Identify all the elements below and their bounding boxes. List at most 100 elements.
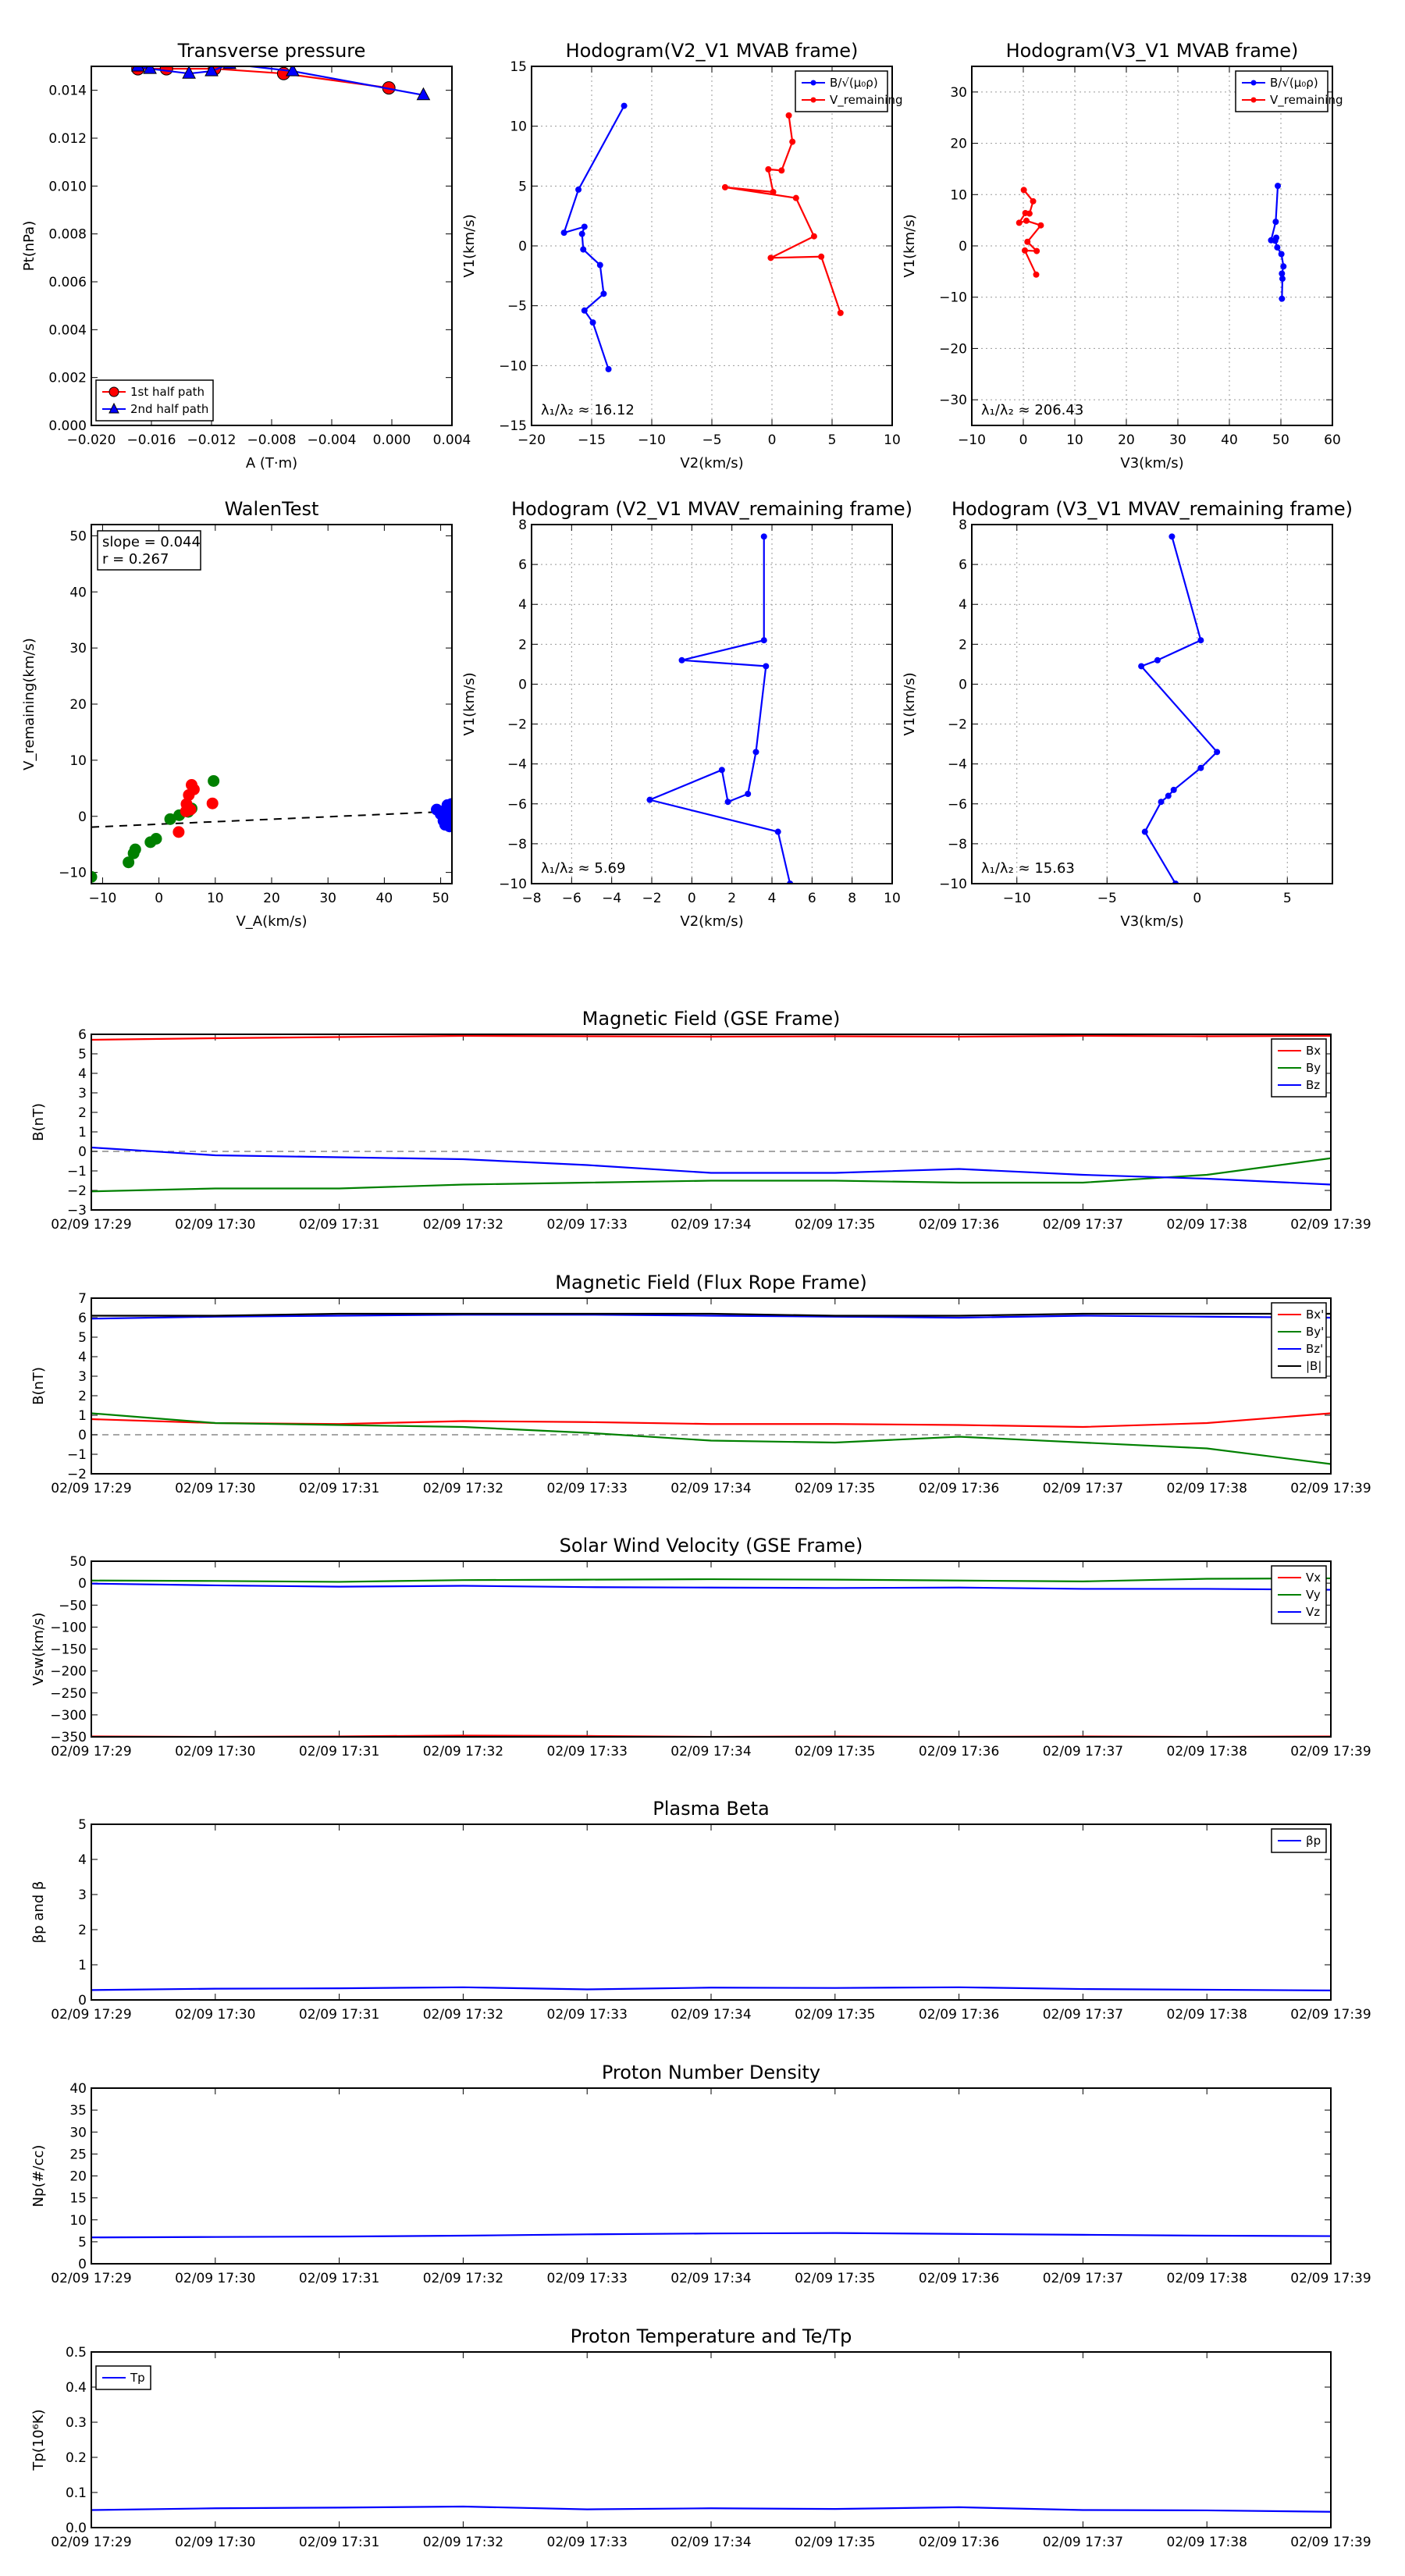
y-tick-label: 0 [518,239,527,254]
data-point [767,254,774,262]
data-point [1279,270,1286,277]
y-tick-label: 0.012 [48,131,87,147]
y-tick-label: 7 [78,1291,87,1307]
time-tick-label: 02/09 17:39 [1290,2535,1371,2550]
y-tick-label: 30 [69,2125,87,2140]
annotation-text: λ₁/λ₂ ≈ 5.69 [541,860,625,877]
y-tick-label: −8 [507,837,527,852]
data-point [724,799,731,806]
series-line-Vremaining [1140,536,1218,884]
y-tick-label: −200 [50,1664,87,1680]
y-tick-label: 20 [69,2169,87,2185]
x-axis-label: V_A(km/s) [236,913,307,930]
y-tick-label: 0.008 [48,227,87,243]
y-tick-label: 8 [518,518,527,533]
data-point [130,66,145,72]
data-point [1020,187,1027,194]
data-point [837,309,844,316]
y-axis-label: V1(km/s) [461,672,478,735]
y-tick-label: 50 [69,1554,87,1570]
time-tick-label: 02/09 17:32 [423,1481,503,1496]
plot-area [91,2505,1331,2513]
axes-frame [91,1297,1332,1475]
x-tick-label: 0 [768,432,777,448]
time-tick-label: 02/09 17:29 [51,1744,131,1759]
y-tick-label: 0.2 [66,2450,87,2466]
plot-area [91,2232,1331,2239]
x-tick-label: 60 [1324,432,1341,448]
data-point [1274,244,1281,251]
x-tick-label: 30 [1169,432,1186,448]
series-line-Vremaining [724,115,841,314]
data-point [763,663,770,670]
x-tick-label: 0.004 [433,432,471,448]
x-tick-label: 0.000 [373,432,411,448]
y-tick-label: −6 [948,797,967,813]
y-tick-label: 35 [69,2103,87,2119]
data-point [718,767,725,774]
legend: Bx By Bz [1271,1038,1327,1098]
x-tick-label: 10 [1066,432,1083,448]
data-point [1278,251,1285,258]
chart-title: Plasma Beta [653,1798,769,1820]
time-tick-label: 02/09 17:29 [51,2007,131,2023]
y-axis-label: βp and β [30,1881,47,1944]
y-tick-label: 1 [78,1958,87,1973]
x-tick-label: −0.020 [67,432,116,448]
chart-title: Magnetic Field (Flux Rope Frame) [555,1272,866,1293]
y-tick-label: 0 [959,239,967,254]
legend-label: Bx [1306,1044,1321,1058]
series-line-Bz [91,1314,1331,1320]
data-point [1022,209,1029,216]
legend-label: Bz [1306,1078,1320,1092]
time-tick-label: 02/09 17:37 [1043,1481,1123,1496]
data-point [1021,247,1028,254]
series-line-B [562,105,625,370]
data-point [1154,656,1161,664]
chart-title: Transverse pressure [177,40,366,62]
y-tick-label: 30 [69,641,87,656]
y-axis-label: Pt(nPa) [21,221,37,271]
y-axis-label: V_remaining(km/s) [21,638,37,770]
y-tick-label: 0 [518,677,527,692]
data-point [596,262,603,269]
time-tick-label: 02/09 17:37 [1043,1744,1123,1759]
series-line-Bx [91,1412,1331,1429]
data-point [581,223,588,230]
data-point [1279,276,1286,283]
y-tick-label: 0.006 [48,275,87,290]
legend-marker [810,80,816,86]
time-tick-label: 02/09 17:39 [1290,2007,1371,2023]
series-line-Vy [91,1577,1331,1583]
y-tick-label: −1 [67,1164,87,1179]
time-tick-label: 02/09 17:35 [795,2007,875,2023]
chart-mag_fr: Magnetic Field (Flux Rope Frame) −2 −1 0 1 2 3… [30,1272,1371,1496]
chart-walen: WalenTest −10 0 10 20 30 40 50 −10 0 10 20 30 40 50 V_A… [21,498,453,930]
data-point [437,805,450,817]
legend: βp [1271,1828,1327,1853]
y-tick-label: 0 [78,1576,87,1592]
data-point [1170,786,1177,793]
chart-vsw: Solar Wind Velocity (GSE Frame) −350 −300 −… [30,1535,1371,1759]
data-point [1197,637,1204,644]
y-tick-label: 0 [78,809,87,825]
chart-title: Proton Number Density [602,2062,820,2083]
chart-title: Hodogram (V2_V1 MVAV_remaining frame) [511,498,912,520]
y-tick-label: 1 [78,1125,87,1140]
chart-title: Hodogram(V2_V1 MVAB frame) [566,40,859,62]
y-tick-label: 8 [959,518,967,533]
data-point [1016,219,1023,226]
x-tick-label: −10 [638,432,666,448]
chart-tp_temp: Proton Temperature and Te/Tp 0.0 0.1 0.2 0.3… [30,2325,1371,2550]
series-line-B [91,1312,1331,1317]
series-line-Vz [91,1582,1331,1591]
annotation-text: λ₁/λ₂ ≈ 16.12 [541,402,635,418]
x-tick-label: 0 [1193,891,1201,906]
y-tick-label: 10 [950,187,967,203]
x-tick-label: 10 [884,891,901,906]
chart-hodo_b1: Hodogram(V2_V1 MVAB frame) −15 −10 −5 0 5 10 15… [461,40,903,471]
y-tick-label: 1 [78,1408,87,1424]
time-tick-label: 02/09 17:30 [175,1217,255,1233]
data-point [818,253,825,260]
x-tick-label: 2 [727,891,736,906]
